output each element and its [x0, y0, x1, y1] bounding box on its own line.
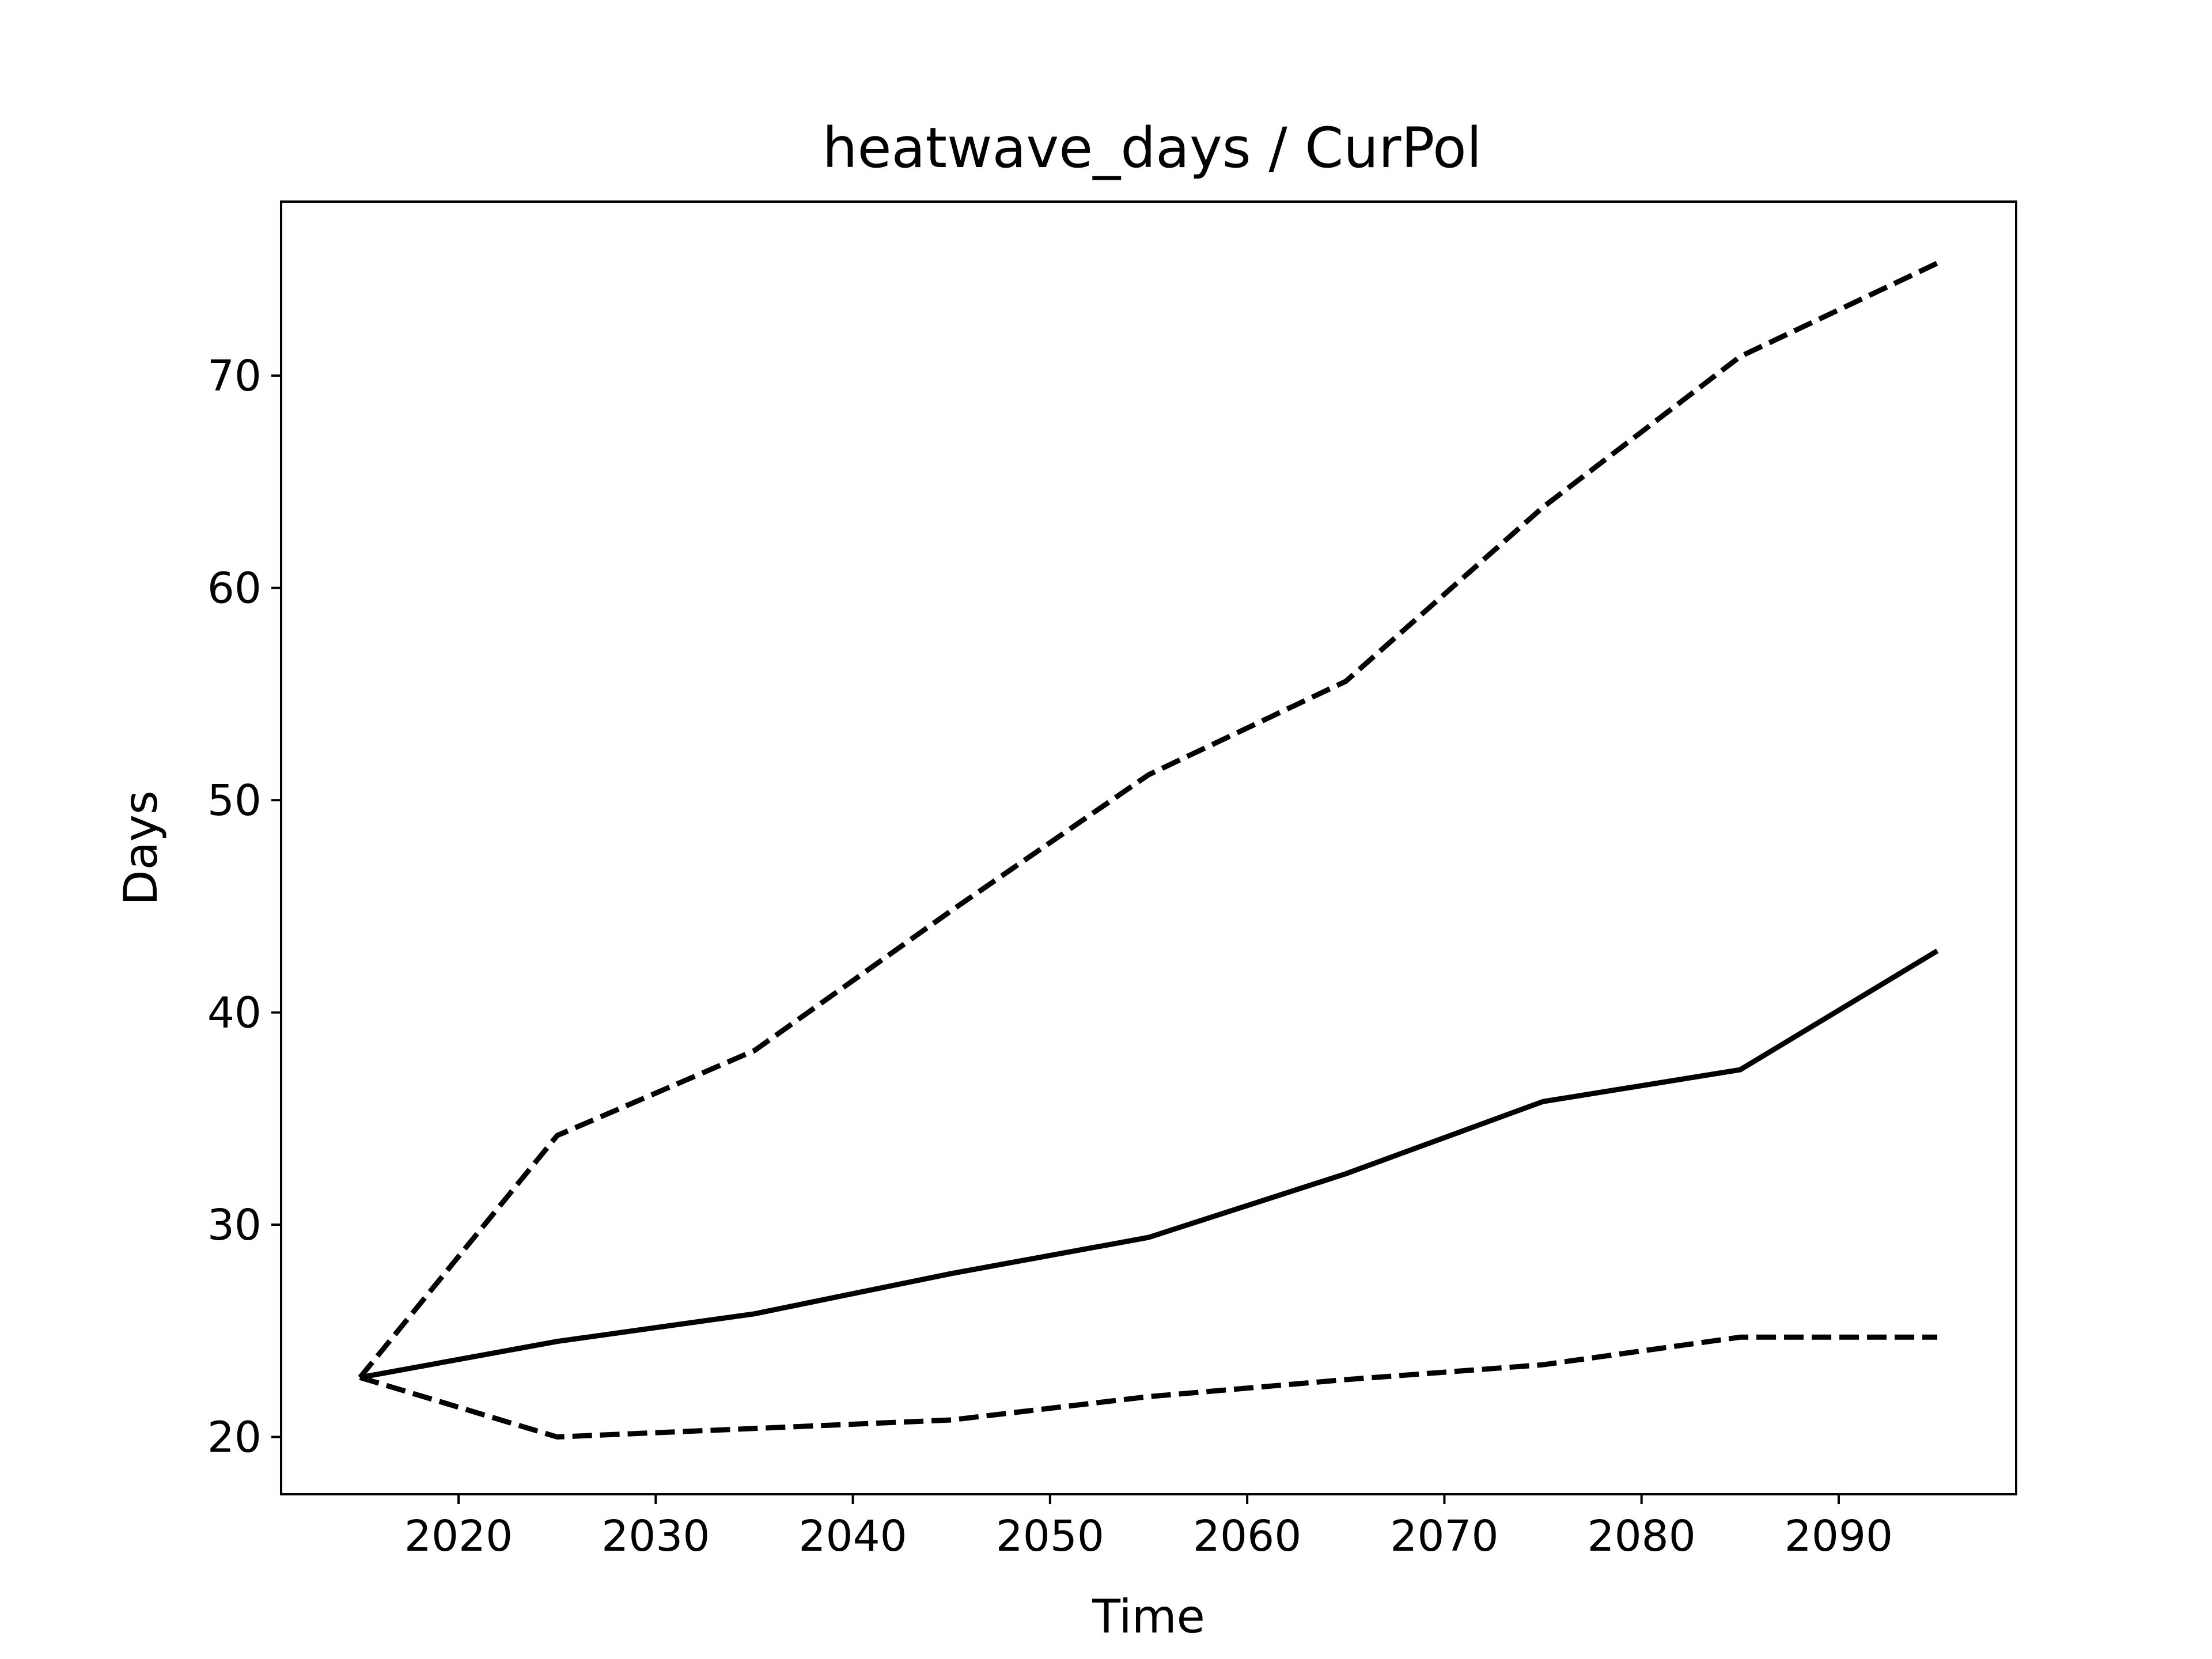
x-tick-label: 2060	[1193, 1512, 1301, 1561]
chart-title: heatwave_days / CurPol	[823, 116, 1482, 180]
series-line-2-solid	[359, 948, 1939, 1380]
y-tick-label: 70	[207, 351, 262, 401]
x-tick-label: 2050	[996, 1512, 1104, 1561]
y-tick-label: 30	[207, 1200, 262, 1250]
x-axis-ticks: 2020 2030 2040 2050 2060 2070 2080 2090	[404, 1494, 1893, 1561]
y-tick-label: 50	[207, 776, 262, 825]
y-tick-label: 20	[207, 1413, 262, 1463]
y-axis-ticks: 20 30 40 50 60 70	[207, 351, 281, 1463]
y-tick-label: 40	[207, 988, 262, 1038]
x-tick-label: 2080	[1588, 1512, 1696, 1561]
y-axis-label: Days	[114, 790, 168, 906]
series-line-1-dashed	[358, 260, 1939, 1380]
x-tick-label: 2070	[1390, 1512, 1498, 1561]
x-tick-label: 2020	[404, 1512, 513, 1561]
x-tick-label: 2090	[1785, 1512, 1893, 1561]
series-line-3-dashed	[359, 1334, 1938, 1440]
plot-area-frame	[280, 200, 2017, 1495]
x-tick-label: 2030	[601, 1512, 710, 1561]
x-axis-label: Time	[1092, 1590, 1205, 1643]
series-layer	[358, 260, 1939, 1440]
y-tick-label: 60	[207, 564, 262, 613]
x-tick-label: 2040	[798, 1512, 907, 1561]
